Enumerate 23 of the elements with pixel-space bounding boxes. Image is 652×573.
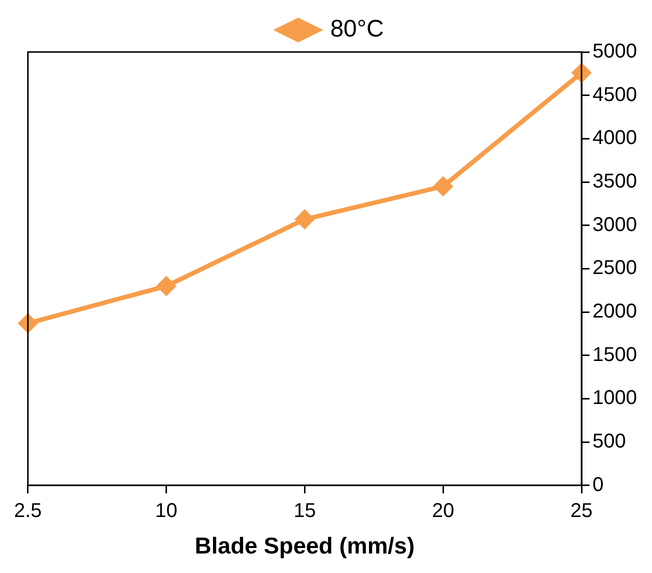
point — [295, 210, 314, 229]
x-tick-label: 15 — [294, 500, 316, 522]
y-tick-label: 4000 — [592, 127, 638, 150]
y-tick-label: 2000 — [592, 300, 638, 323]
y-tick-label: 5000 — [592, 40, 638, 63]
point — [18, 314, 38, 333]
x-axis-title: Blade Speed (mm/s) — [194, 532, 415, 559]
y-tick-label: 500 — [592, 430, 626, 453]
y-tick-label: 3000 — [592, 214, 638, 236]
y-tick-label: 4500 — [592, 84, 638, 106]
y-tick-label: 2500 — [592, 257, 638, 280]
legend-label: 80°C — [330, 16, 384, 43]
y-tick-label: 0 — [592, 474, 604, 496]
x-tick-label: 25 — [570, 500, 593, 522]
y-tick-label: 1000 — [592, 387, 638, 410]
x-tick-label: 10 — [155, 500, 178, 522]
y-tick-label: 1500 — [592, 344, 638, 366]
x-tick-label: 20 — [432, 500, 454, 522]
y-tick-label: 3500 — [592, 170, 638, 193]
point — [572, 64, 591, 82]
point — [434, 177, 452, 196]
point — [157, 276, 176, 296]
x-tick-label: 2.5 — [14, 500, 42, 522]
